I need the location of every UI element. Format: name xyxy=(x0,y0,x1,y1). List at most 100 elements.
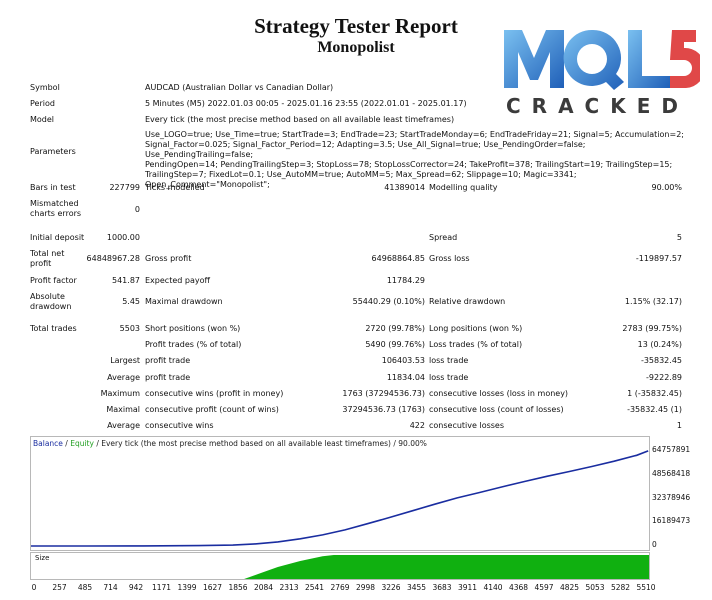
long-label: Long positions (won %) xyxy=(429,324,523,333)
bars-value: 227799 xyxy=(109,183,140,192)
x-tick-label: 4368 xyxy=(508,583,529,592)
y-tick-label: 48568418 xyxy=(652,468,691,478)
avg-losses-label: consecutive losses xyxy=(429,421,505,430)
maximal-label: Maximal xyxy=(106,405,140,414)
spread-label: Spread xyxy=(429,233,458,242)
short-label: Short positions (won %) xyxy=(145,324,241,333)
x-tick-label: 1399 xyxy=(177,583,197,592)
size-chart-svg xyxy=(31,555,649,579)
x-tick-label: 2313 xyxy=(279,583,299,592)
grossprofit-label: Gross profit xyxy=(145,254,192,263)
chart-header-balance: Balance xyxy=(33,439,63,448)
loss-trades-label: Loss trades (% of total) xyxy=(429,340,523,349)
maximal-profit-value: 37294536.73 (1763) xyxy=(342,405,425,414)
avg-loss-label: loss trade xyxy=(429,373,469,382)
period-value: 5 Minutes (M5) 2022.01.03 00:05 - 2025.0… xyxy=(145,99,467,108)
largest-profit-label: profit trade xyxy=(145,356,191,365)
mql5-logo-icon xyxy=(504,29,700,90)
y-tick-label: 64757891 xyxy=(652,445,691,454)
grossloss-label: Gross loss xyxy=(429,254,470,263)
netprofit-label: Total net xyxy=(30,249,65,258)
x-tick-label: 2541 xyxy=(304,583,325,592)
spread-value: 5 xyxy=(676,233,682,242)
avg-wins-value: 422 xyxy=(409,421,425,430)
x-tick-label: 3455 xyxy=(406,583,427,592)
quality-value: 90.00% xyxy=(651,183,682,192)
quality-label: Modelling quality xyxy=(429,183,498,192)
deposit-label: Initial deposit xyxy=(30,233,85,242)
x-tick-label: 1627 xyxy=(202,583,223,592)
x-tick-label: 942 xyxy=(128,583,144,592)
x-tick-label: 2084 xyxy=(253,583,274,592)
max-losses-label: consecutive losses (loss in money) xyxy=(429,389,569,398)
pf-value: 541.87 xyxy=(112,276,140,285)
x-tick-label: 485 xyxy=(77,583,93,592)
average-label: Average xyxy=(107,373,140,382)
model-label: Model xyxy=(30,115,55,124)
parameters-line: TrailingStep=7; FixedLot=0.1; Use_AutoMM… xyxy=(145,170,577,189)
maximal-loss-label: consecutive loss (count of losses) xyxy=(429,405,564,414)
report-title: Strategy Tester Report xyxy=(254,14,458,38)
max-wins-value: 1763 (37294536.73) xyxy=(342,389,425,398)
largest-profit-value: 106403.53 xyxy=(381,356,425,365)
x-tick-label: 1856 xyxy=(228,583,248,592)
largest-loss-label: loss trade xyxy=(429,356,469,365)
bars-label: Bars in test xyxy=(30,183,76,192)
x-tick-label: 714 xyxy=(103,583,118,592)
parameters-line: PendingOpen=14; PendingTrailingStep=3; S… xyxy=(145,160,673,169)
x-tick-label: 257 xyxy=(52,583,67,592)
x-tick-label: 2998 xyxy=(355,583,376,592)
x-tick-label: 4140 xyxy=(483,583,503,592)
netprofit-value: 64848967.28 xyxy=(86,254,140,263)
mismatch-value: 0 xyxy=(134,205,140,214)
x-tick-label: 5510 xyxy=(636,583,656,592)
y-tick-label: 32378946 xyxy=(652,492,691,502)
profit-trades-value: 5490 (99.76%) xyxy=(365,340,425,349)
absdd-label-2: drawdown xyxy=(30,302,72,311)
mql5-logo xyxy=(500,22,700,122)
maxdd-value: 55440.29 (0.10%) xyxy=(352,297,425,306)
x-tick-label: 5282 xyxy=(610,583,631,592)
max-losses-value: 1 (-35832.45) xyxy=(627,389,682,398)
maximal-loss-value: -35832.45 (1) xyxy=(627,405,682,414)
payoff-value: 11784.29 xyxy=(386,276,425,285)
pf-label: Profit factor xyxy=(30,276,77,285)
size-chart xyxy=(30,552,650,580)
profit-trades-label: Profit trades (% of total) xyxy=(145,340,242,349)
balance-chart-svg xyxy=(31,450,649,547)
mismatch-label-2: charts errors xyxy=(30,209,82,218)
x-tick-label: 4597 xyxy=(534,583,554,592)
chart-header-sep: / xyxy=(62,439,71,448)
average2-label: Average xyxy=(107,421,140,430)
loss-trades-value: 13 (0.24%) xyxy=(637,340,682,349)
size-area xyxy=(31,555,649,579)
long-value: 2783 (99.75%) xyxy=(622,324,682,333)
x-tick-label: 0 xyxy=(31,583,37,592)
deposit-value: 1000.00 xyxy=(106,233,140,242)
largest-loss-value: -35832.45 xyxy=(640,356,682,365)
x-tick-label: 5053 xyxy=(585,583,605,592)
maxdd-label: Maximal drawdown xyxy=(145,297,223,306)
ticks-value: 41389014 xyxy=(384,183,425,192)
trades-label: Total trades xyxy=(30,324,77,333)
period-label: Period xyxy=(30,99,55,108)
maximum-label: Maximum xyxy=(100,389,140,398)
absdd-label: Absolute xyxy=(30,292,65,301)
avg-profit-label: profit trade xyxy=(145,373,191,382)
largest-label: Largest xyxy=(110,356,140,365)
cracked-label: CRACKED xyxy=(506,94,689,118)
payoff-label: Expected payoff xyxy=(145,276,210,285)
x-tick-label: 3683 xyxy=(432,583,452,592)
x-tick-label: 4825 xyxy=(559,583,580,592)
absdd-value: 5.45 xyxy=(122,297,140,306)
grossprofit-value: 64968864.85 xyxy=(371,254,425,263)
balance-chart xyxy=(30,436,650,551)
model-value: Every tick (the most precise method base… xyxy=(145,115,455,124)
reldd-label: Relative drawdown xyxy=(429,297,506,306)
y-tick-label: 0 xyxy=(652,540,657,549)
grossloss-value: -119897.57 xyxy=(635,254,682,263)
netprofit-label-2: profit xyxy=(30,259,52,268)
parameters-value: Use_LOGO=true; Use_Time=true; StartTrade… xyxy=(145,130,685,190)
short-value: 2720 (99.78%) xyxy=(365,324,425,333)
mismatch-label: Mismatched xyxy=(30,199,79,208)
